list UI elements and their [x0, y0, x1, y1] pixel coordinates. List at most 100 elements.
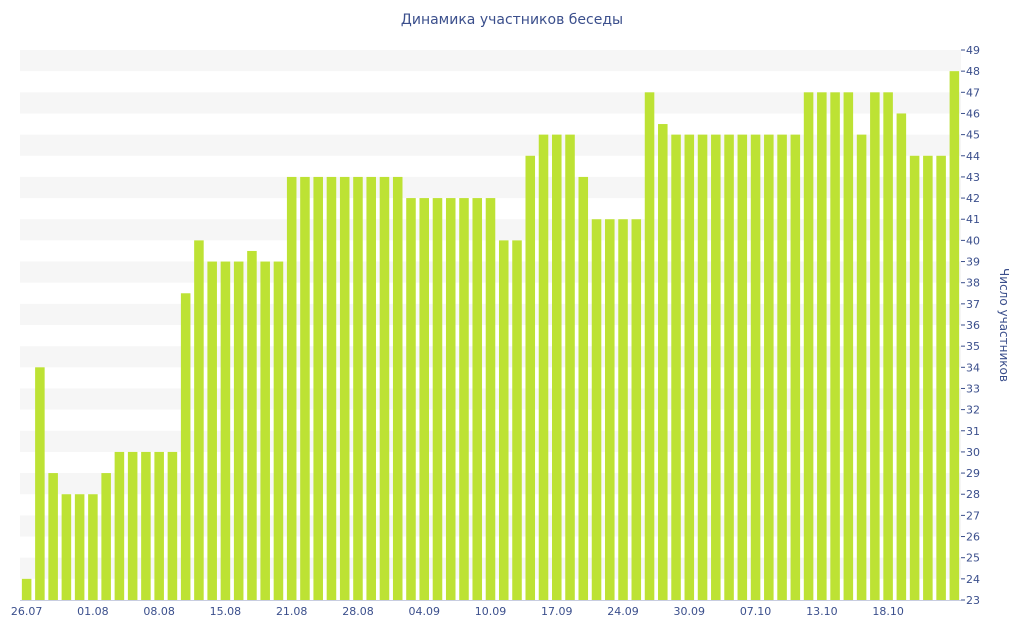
bar	[512, 240, 522, 600]
bar	[326, 176, 337, 600]
bar	[101, 473, 111, 600]
bar	[406, 198, 416, 601]
bar	[366, 176, 376, 600]
bar	[923, 155, 933, 600]
x-tick-label: 30.09	[674, 605, 706, 618]
bar	[35, 367, 45, 600]
y-tick-label: 43	[966, 171, 980, 184]
y-tick-label: 41	[966, 213, 980, 226]
x-tick-label: 10.09	[475, 605, 507, 618]
bar	[750, 134, 761, 600]
bar	[830, 92, 840, 601]
y-tick-label: 23	[966, 594, 980, 607]
y-tick-label: 44	[966, 150, 980, 163]
x-axis-ticks: 26.07 01.08 08.08 15.08 21.08 28.08 04.09 10.09…	[11, 605, 904, 618]
y-tick-label: 24	[966, 573, 980, 586]
bar	[194, 240, 204, 600]
bar	[154, 451, 164, 600]
bar	[88, 494, 98, 600]
bar	[671, 134, 681, 600]
bar	[644, 92, 655, 601]
y-tick-label: 26	[966, 531, 980, 544]
bar	[591, 219, 602, 600]
x-tick-label: 21.08	[276, 605, 308, 618]
bar	[498, 240, 509, 600]
bar	[207, 261, 217, 600]
y-tick-label: 33	[966, 382, 980, 395]
bar	[48, 473, 58, 600]
bar	[883, 92, 893, 601]
y-tick-label: 34	[966, 361, 980, 374]
bar	[565, 134, 575, 600]
bar	[260, 261, 270, 600]
bar	[578, 176, 589, 600]
x-tick-label: 08.08	[143, 605, 175, 618]
bar	[870, 92, 880, 601]
y-tick-label: 28	[966, 488, 980, 501]
y-tick-label: 27	[966, 509, 980, 522]
bar	[273, 261, 284, 600]
bar	[737, 134, 748, 600]
bar	[803, 92, 814, 601]
x-tick-label: 28.08	[342, 605, 374, 618]
y-tick-label: 38	[966, 277, 980, 290]
y-tick-label: 32	[966, 404, 980, 417]
x-tick-label: 15.08	[210, 605, 242, 618]
bar	[856, 134, 867, 600]
bar	[605, 219, 615, 600]
bar	[379, 176, 390, 600]
bar	[247, 250, 257, 600]
bar	[220, 261, 231, 600]
x-tick-label: 26.07	[11, 605, 43, 618]
x-tick-label: 01.08	[77, 605, 109, 618]
x-tick-label: 04.09	[408, 605, 440, 618]
bar	[74, 494, 85, 600]
bar	[313, 176, 323, 600]
y-tick-label: 36	[966, 319, 980, 332]
bar	[777, 134, 787, 600]
bar	[485, 198, 496, 601]
bar	[711, 134, 721, 600]
y-axis-title: Число участников	[997, 268, 1011, 382]
x-tick-label: 17.09	[541, 605, 573, 618]
bar	[551, 134, 562, 600]
bar	[141, 451, 151, 600]
chart-title: Динамика участников беседы	[400, 12, 624, 28]
bar	[339, 176, 350, 600]
bar	[843, 92, 854, 601]
y-tick-label: 37	[966, 298, 980, 311]
y-tick-label: 30	[966, 446, 980, 459]
bar	[817, 92, 827, 601]
bar	[419, 198, 430, 601]
x-tick-label: 13.10	[806, 605, 838, 618]
bar	[949, 71, 960, 600]
y-tick-label: 46	[966, 107, 980, 120]
bar	[538, 134, 549, 600]
grid-band	[20, 50, 961, 72]
y-tick-label: 31	[966, 425, 980, 438]
bar	[764, 134, 774, 600]
bar	[61, 494, 72, 600]
x-tick-label: 24.09	[607, 605, 639, 618]
bar	[353, 176, 363, 600]
y-tick-label: 25	[966, 552, 980, 565]
bar	[432, 198, 443, 601]
y-tick-label: 42	[966, 192, 980, 205]
x-tick-label: 07.10	[740, 605, 772, 618]
y-tick-label: 39	[966, 256, 980, 269]
bar	[472, 198, 483, 601]
bar	[684, 134, 695, 600]
grid-band	[20, 92, 961, 114]
bar	[459, 198, 469, 601]
bar	[525, 155, 536, 600]
bar	[300, 176, 310, 600]
y-tick-label: 49	[966, 44, 980, 57]
bar	[658, 124, 668, 601]
bar	[896, 113, 907, 600]
bar	[180, 293, 191, 600]
bar	[909, 155, 920, 600]
bar	[114, 451, 125, 600]
bar	[445, 198, 456, 601]
bar	[392, 176, 403, 600]
